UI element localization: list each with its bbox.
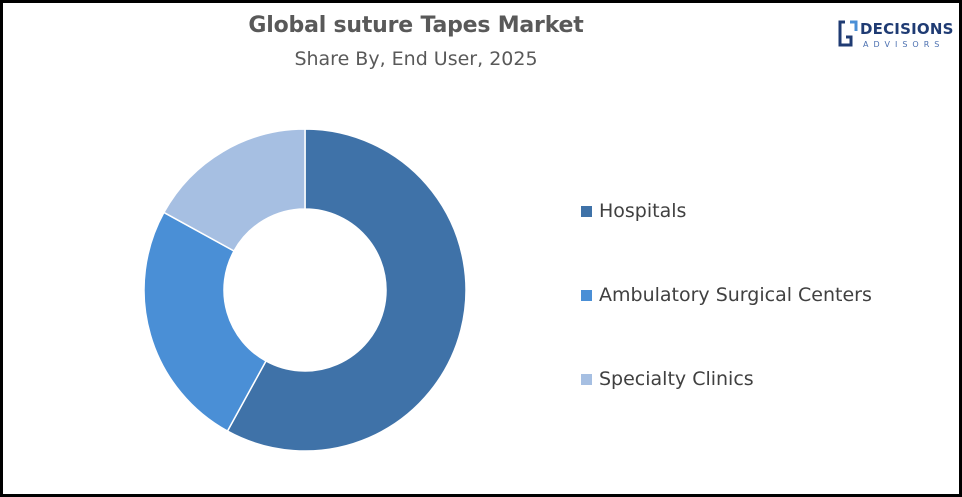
legend-item-hospitals: Hospitals <box>581 200 686 222</box>
logo-mark-icon <box>838 20 858 47</box>
logo-sub: ADVISORS <box>863 40 945 49</box>
slice-hospitals <box>226 128 467 452</box>
logo-word: DECISIONS <box>860 20 954 38</box>
legend-label-ambulatory-surgical-centers: Ambulatory Surgical Centers <box>599 284 872 306</box>
legend-item-ambulatory-surgical-centers: Ambulatory Surgical Centers <box>581 284 872 306</box>
legend-swatch-ambulatory-surgical-centers <box>581 289 592 301</box>
chart-title: Global suture Tapes Market <box>248 13 584 38</box>
legend-item-specialty-clinics: Specialty Clinics <box>581 368 754 390</box>
legend-swatch-specialty-clinics <box>581 373 592 385</box>
slice-ambulatory-surgical-centers <box>143 211 267 433</box>
decisions-advisors-logo: DECISIONS ADVISORS <box>835 17 957 57</box>
legend-swatch-hospitals <box>581 205 592 217</box>
legend-label-hospitals: Hospitals <box>599 200 687 222</box>
slice-specialty-clinics <box>162 128 306 252</box>
legend-label-specialty-clinics: Specialty Clinics <box>599 368 754 390</box>
chart-subtitle: Share By, End User, 2025 <box>294 48 538 70</box>
